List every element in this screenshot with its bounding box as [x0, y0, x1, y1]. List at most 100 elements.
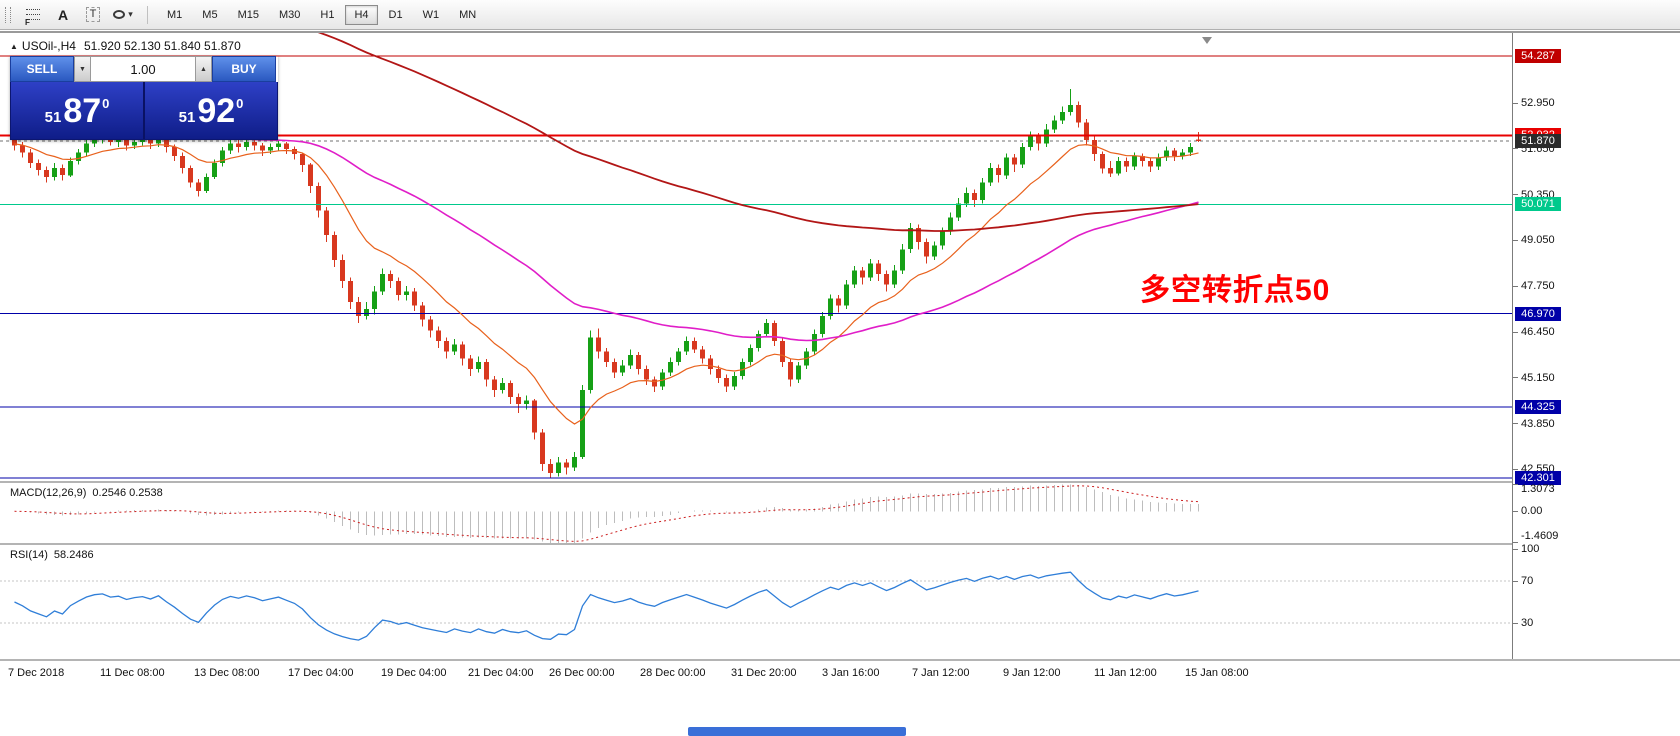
buy-price-big: 92 [197, 91, 236, 130]
toolbar: F A T ▾ M1 M5 M15 M30 H1 H4 D1 W1 MN [0, 0, 1680, 30]
buy-button[interactable]: BUY [212, 56, 276, 82]
price-tick-label: 52.950 [1521, 97, 1555, 110]
macd-tick-mark [1513, 484, 1518, 485]
buy-price-sup: 0 [236, 96, 244, 111]
time-axis[interactable]: 7 Dec 2018 11 Dec 08:00 13 Dec 08:00 17 Dec… [0, 661, 1512, 705]
price-tick-label: 45.150 [1521, 371, 1555, 384]
toolbar-grip[interactable] [5, 6, 11, 23]
sell-price-sup: 0 [102, 96, 110, 111]
price-axis[interactable]: 52.950 51.650 50.350 49.050 47.750 46.450 45.1… [1512, 33, 1680, 659]
price-tick-mark [1513, 194, 1518, 196]
chart-top-border [0, 31, 1680, 33]
timeframe-m15[interactable]: M15 [229, 5, 268, 25]
trade-controls-row: SELL ▼ ▲ BUY [10, 56, 278, 82]
timeframe-m5[interactable]: M5 [193, 5, 226, 25]
price-tick-label: 43.850 [1521, 417, 1555, 430]
sell-price-display[interactable]: 51 87 0 [11, 82, 145, 139]
rsi-panel[interactable]: RSI(14) 58.2486 [0, 545, 1512, 659]
price-tick-mark [1513, 285, 1518, 287]
price-tick-mark [1513, 423, 1518, 425]
dropdown-caret-icon: ▾ [128, 9, 133, 19]
chart-title: ▲ USOil-,H4 51.920 52.130 51.840 51.870 [10, 39, 241, 53]
rsi-tick-mark [1513, 580, 1518, 582]
panel-splitter-main-macd[interactable] [0, 481, 1680, 483]
macd-values: 0.2546 0.2538 [92, 487, 163, 499]
time-label: 26 Dec 00:00 [549, 667, 615, 679]
chart-ohlc-values: 51.920 52.130 51.840 51.870 [83, 39, 241, 53]
macd-title: MACD(12,26,9) 0.2546 0.2538 [10, 487, 163, 499]
volume-increase-button[interactable]: ▲ [195, 56, 212, 82]
macd-scale-label: 0.00 [1521, 505, 1543, 518]
chart-shift-marker[interactable] [1202, 37, 1212, 44]
background-window-edge [688, 727, 906, 736]
buy-price-prefix: 51 [178, 109, 196, 126]
time-label: 31 Dec 20:00 [731, 667, 797, 679]
price-tick-mark [1513, 331, 1518, 333]
buy-price-display[interactable]: 51 92 0 [145, 82, 277, 139]
price-tick-label: 47.750 [1521, 280, 1555, 293]
sell-button[interactable]: SELL [10, 56, 74, 82]
timeframe-h4[interactable]: H4 [345, 4, 378, 25]
sell-price-big: 87 [63, 91, 102, 130]
text-label-tool-button[interactable]: T [80, 4, 106, 26]
timeframe-d1[interactable]: D1 [380, 5, 412, 25]
time-label: 17 Dec 04:00 [288, 667, 354, 679]
macd-tick-mark [1513, 511, 1518, 513]
time-label: 11 Jan 12:00 [1094, 667, 1157, 679]
volume-input[interactable] [91, 56, 195, 82]
chart-workspace: ▲ USOil-,H4 51.920 52.130 51.840 51.870 SE… [0, 31, 1680, 736]
chart-annotation: 多空转折点50 [1140, 274, 1331, 307]
toolbar-separator [147, 5, 148, 24]
price-level-badge: 42.301 [1515, 471, 1561, 486]
time-label: 21 Dec 04:00 [468, 667, 534, 679]
macd-chart[interactable] [0, 483, 1512, 543]
rsi-name: RSI(14) [10, 549, 48, 561]
price-level-badge: 44.325 [1515, 399, 1561, 414]
volume-decrease-button[interactable]: ▼ [74, 56, 91, 82]
chart-symbol: USOil-,H4 [21, 39, 76, 53]
candlestick-chart[interactable] [0, 33, 1512, 481]
time-label: 7 Dec 2018 [8, 667, 65, 679]
macd-tick-mark [1513, 542, 1518, 543]
timeframe-h1[interactable]: H1 [311, 5, 343, 25]
timeframe-m1[interactable]: M1 [158, 5, 191, 25]
rsi-scale-label: 70 [1521, 574, 1534, 587]
timeframe-m30[interactable]: M30 [270, 5, 309, 25]
time-label: 19 Dec 04:00 [381, 667, 447, 679]
text-label-icon: T [85, 7, 101, 22]
time-label: 28 Dec 00:00 [640, 667, 706, 679]
rsi-title: RSI(14) 58.2486 [10, 549, 94, 561]
shapes-tool-button[interactable]: ▾ [110, 4, 136, 26]
price-tick-mark [1513, 148, 1518, 150]
sell-price-prefix: 51 [44, 109, 62, 126]
rsi-tick-mark [1513, 623, 1518, 625]
timeframe-mn[interactable]: MN [450, 5, 485, 25]
timeframe-w1[interactable]: W1 [414, 5, 449, 25]
macd-name: MACD(12,26,9) [10, 487, 87, 499]
rsi-value: 58.2486 [53, 549, 94, 561]
time-label: 9 Jan 12:00 [1003, 667, 1061, 679]
panel-splitter-rsi-timeaxis[interactable] [0, 659, 1680, 661]
rsi-tick-mark [1513, 549, 1518, 550]
price-tick-mark [1513, 239, 1518, 241]
trade-prices-row: 51 87 0 51 92 0 [10, 82, 278, 140]
main-chart-panel[interactable]: ▲ USOil-,H4 51.920 52.130 51.840 51.870 SE… [0, 33, 1512, 481]
rsi-scale-label: 30 [1521, 617, 1534, 630]
rsi-chart[interactable] [0, 545, 1512, 659]
time-label: 3 Jan 16:00 [822, 667, 880, 679]
price-tick-label: 49.050 [1521, 234, 1555, 247]
macd-panel[interactable]: MACD(12,26,9) 0.2546 0.2538 [0, 483, 1512, 543]
macd-scale-label: -1.4609 [1521, 530, 1559, 542]
text-tool-button[interactable]: A [50, 4, 76, 26]
panel-splitter-macd-rsi[interactable] [0, 543, 1680, 545]
price-tick-mark [1513, 102, 1518, 104]
time-label: 7 Jan 12:00 [912, 667, 970, 679]
time-label: 15 Jan 08:00 [1185, 667, 1249, 679]
shapes-icon [113, 10, 126, 19]
collapse-triangle-icon: ▲ [10, 42, 18, 51]
time-label: 13 Dec 08:00 [194, 667, 260, 679]
fibonacci-tool-button[interactable]: F [20, 4, 46, 27]
price-level-badge: 46.970 [1515, 306, 1561, 321]
text-icon: A [57, 6, 69, 23]
